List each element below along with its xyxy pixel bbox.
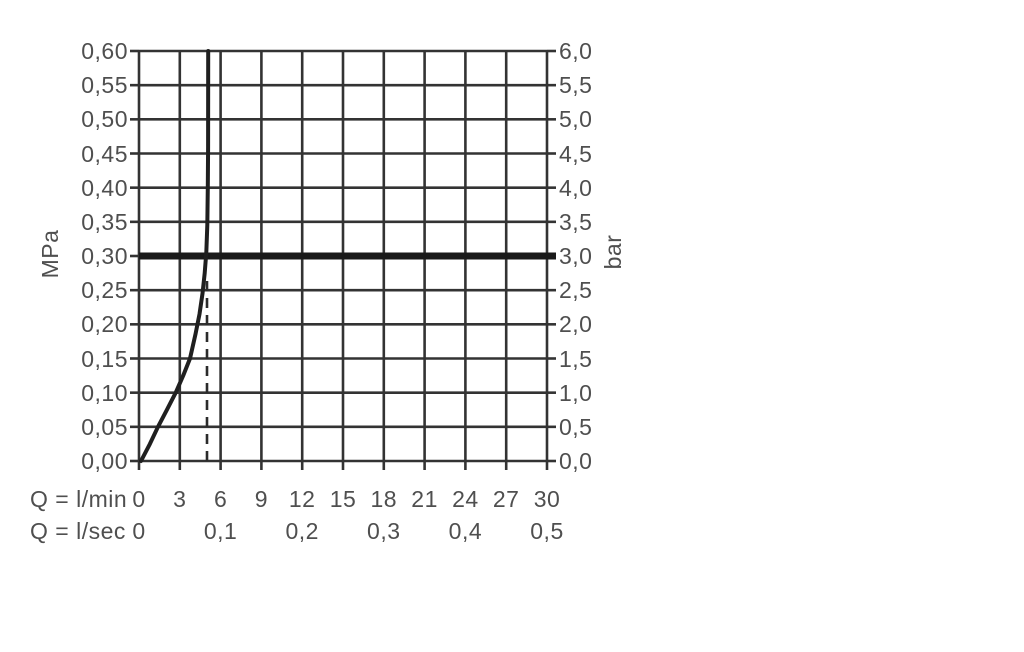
x-lsec-tick-label: 0 (132, 518, 146, 544)
x-lmin-tick-label: 27 (492, 486, 520, 512)
x-lmin-tick-label: 12 (288, 486, 316, 512)
y-left-tick-label: 0,40 (81, 174, 128, 201)
y-left-tick-label: 0,10 (81, 379, 128, 406)
y-right-tick-label: 1,0 (559, 379, 593, 406)
y-left-tick-label: 0,25 (81, 277, 128, 304)
y-right-tick-label: 2,0 (559, 311, 593, 338)
x-lmin-tick-label: 24 (452, 486, 479, 512)
y-left-tick-label: 0,15 (81, 345, 128, 372)
y-right-tick-label: 3,0 (559, 243, 593, 269)
y-right-tick-label: 2,5 (559, 277, 593, 304)
x-lmin-tick-label: 6 (213, 486, 228, 512)
y-left-tick-label: 0,50 (81, 106, 128, 133)
y-left-tick-label: 0,00 (81, 448, 128, 474)
x-lmin-tick-label: 30 (533, 486, 561, 512)
x-lmin-tick-label: 21 (411, 486, 438, 512)
y-left-tick-label: 0,05 (81, 413, 128, 440)
y-right-tick-label: 5,5 (559, 72, 593, 99)
x-lsec-tick-label: 0,1 (203, 518, 238, 544)
y-left-tick-label: 0,45 (81, 140, 128, 167)
x-lsec-tick-label: 0,2 (285, 518, 319, 544)
y-left-tick-label: 0,60 (81, 38, 128, 64)
x-lmin-tick-label: 9 (254, 486, 269, 512)
y-right-tick-label: 1,5 (559, 345, 593, 372)
y-right-tick-label: 4,0 (559, 174, 593, 201)
x-lmin-tick-label: 0 (132, 486, 146, 512)
y-right-tick-label: 0,0 (559, 448, 593, 474)
x-lmin-tick-label: 3 (173, 486, 187, 512)
x-axis-lmin-row-label: Q = l/min (30, 486, 128, 512)
y-right-tick-label: 0,5 (559, 413, 593, 440)
x-lsec-tick-label: 0,4 (448, 518, 483, 544)
x-lmin-tick-label: 15 (329, 486, 357, 512)
y-left-tick-label: 0,55 (81, 72, 128, 99)
y-right-tick-label: 4,5 (559, 140, 593, 167)
y-right-tick-label: 5,0 (559, 106, 593, 133)
y-left-tick-label: 0,35 (81, 208, 128, 235)
x-lsec-tick-label: 0,3 (367, 518, 401, 544)
y-left-tick-label: 0,30 (81, 243, 128, 269)
x-axis-lsec-row-label: Q = l/sec (30, 518, 126, 544)
flow-curve (139, 49, 211, 463)
y-left-tick-label: 0,20 (81, 311, 128, 338)
y-right-tick-label: 6,0 (559, 38, 593, 64)
x-lsec-tick-label: 0,5 (530, 518, 564, 544)
y-axis-right-unit-label: bar (600, 234, 626, 270)
y-right-tick-label: 3,5 (559, 208, 593, 235)
x-lmin-tick-label: 18 (370, 486, 398, 512)
